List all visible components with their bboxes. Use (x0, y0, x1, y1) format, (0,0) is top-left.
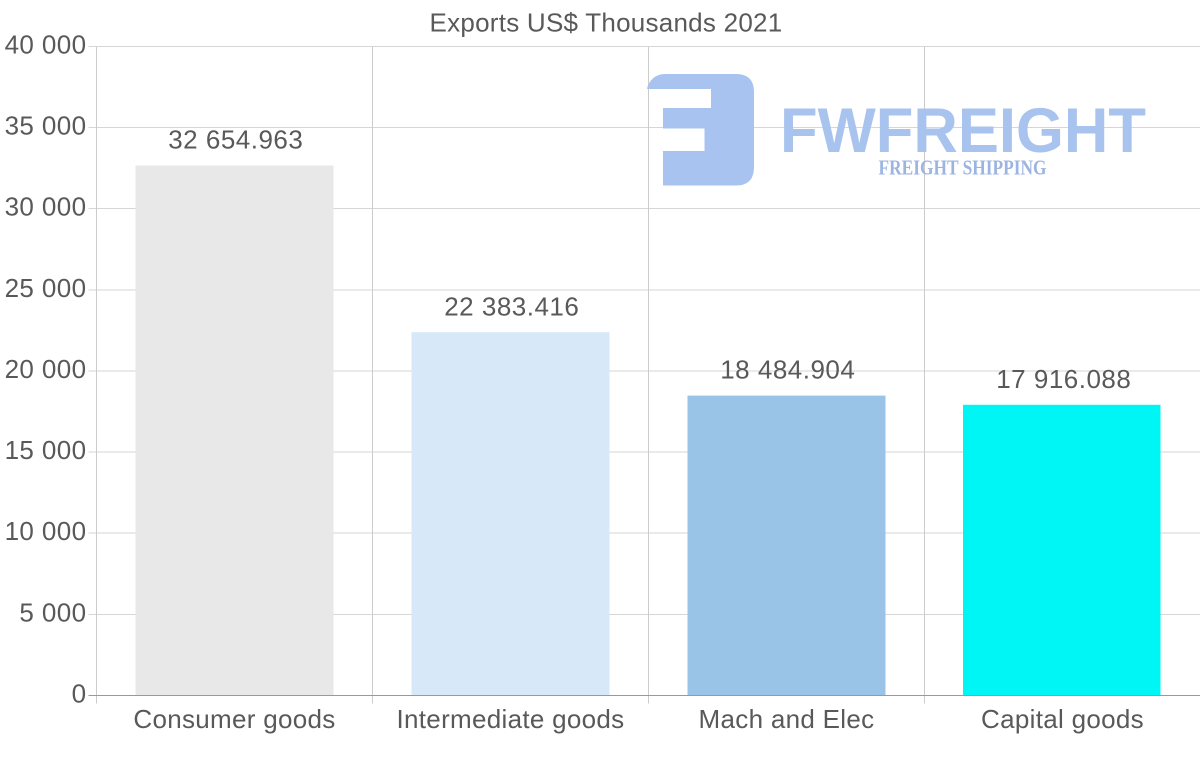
svg-text:18 484.904: 18 484.904 (720, 355, 855, 385)
svg-text:35 000: 35 000 (5, 111, 87, 141)
svg-text:Intermediate goods: Intermediate goods (397, 704, 625, 734)
svg-text:FWFREIGHT: FWFREIGHT (780, 96, 1146, 166)
svg-text:25 000: 25 000 (5, 273, 87, 303)
svg-text:22 383.416: 22 383.416 (444, 291, 579, 321)
svg-text:0: 0 (72, 679, 87, 709)
svg-text:20 000: 20 000 (5, 354, 87, 384)
svg-text:32 654.963: 32 654.963 (168, 125, 303, 155)
svg-text:17 916.088: 17 916.088 (996, 364, 1131, 394)
svg-text:Mach and Elec: Mach and Elec (699, 704, 875, 734)
svg-text:30 000: 30 000 (5, 192, 87, 222)
svg-text:5 000: 5 000 (19, 597, 86, 627)
svg-text:Capital goods: Capital goods (981, 704, 1144, 734)
svg-text:10 000: 10 000 (5, 516, 87, 546)
svg-text:40 000: 40 000 (5, 29, 87, 59)
svg-text:Exports US$ Thousands 2021: Exports US$ Thousands 2021 (430, 8, 783, 38)
svg-text:FREIGHT SHIPPING: FREIGHT SHIPPING (879, 156, 1047, 180)
svg-text:15 000: 15 000 (5, 435, 87, 465)
svg-text:Consumer goods: Consumer goods (133, 704, 335, 734)
